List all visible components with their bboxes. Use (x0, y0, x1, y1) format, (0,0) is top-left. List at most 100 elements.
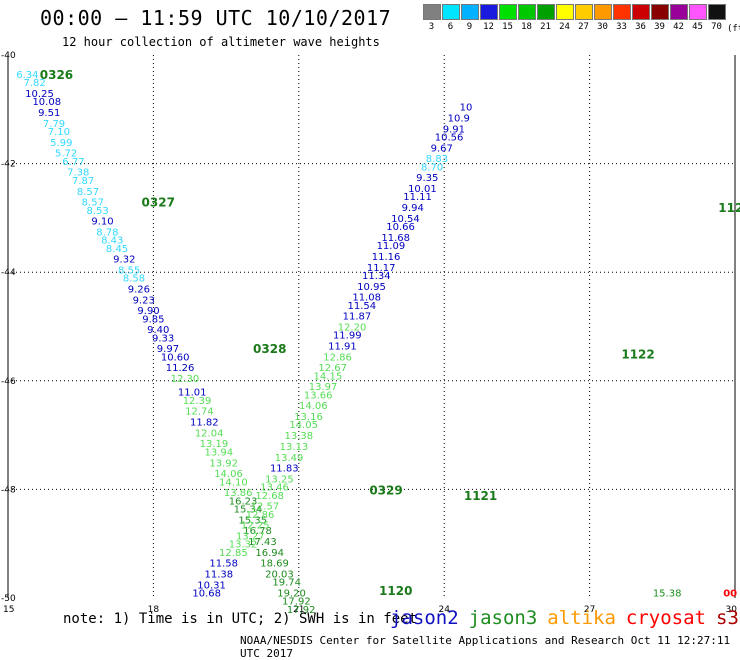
legend-swatch (479, 4, 498, 20)
legend-bin: 39 (650, 4, 669, 34)
wave-height-label: 12.68 (255, 491, 284, 502)
wave-height-label: 9.91 (443, 124, 465, 135)
legend-label: 39 (654, 22, 665, 32)
legend-swatch (688, 4, 707, 20)
lon-tick-label: 15 (3, 605, 14, 615)
lat-tick-label: -50 (1, 594, 16, 604)
lat-tick-label: -48 (1, 485, 16, 495)
wave-height-label: 12.57 (251, 502, 280, 513)
wave-height-label: 8.58 (123, 274, 145, 285)
wave-height-label: 14.06 (299, 401, 328, 412)
wave-height-label: 9.67 (431, 143, 453, 154)
legend-label: 36 (635, 22, 646, 32)
wave-height-label: 13.66 (304, 390, 333, 401)
legend-swatch (650, 4, 669, 20)
wave-height-label: 9.85 (142, 314, 164, 325)
wave-height-label: 13.19 (200, 439, 229, 450)
wave-height-label: 14.10 (219, 477, 248, 488)
legend-bin: 9 (460, 4, 479, 34)
wave-height-label: 7.79 (43, 119, 65, 130)
legend-swatch (574, 4, 593, 20)
page-subtitle: 12 hour collection of altimeter wave hei… (62, 35, 380, 49)
wave-height-label: 12.74 (185, 407, 214, 418)
legend-swatch (460, 4, 479, 20)
satellite-legend: jason2 jason3 altika cryosat s3a (390, 607, 740, 629)
legend-swatch (612, 4, 631, 20)
pass-time-label: 1122 (621, 348, 654, 362)
wave-height-label: 10.25 (25, 89, 54, 100)
wave-height-label: 10.54 (391, 214, 420, 225)
wave-height-label: 11.82 (190, 418, 219, 429)
wave-height-label: 5.99 (50, 138, 72, 149)
satellite-cryosat: cryosat (625, 607, 706, 629)
pass-time-label: 1120 (379, 584, 412, 598)
legend-swatch (555, 4, 574, 20)
wave-height-label: 00 (723, 589, 737, 600)
wave-height-label: 13.13 (280, 442, 309, 453)
pass-time-label: 0327 (142, 196, 175, 210)
wave-height-label: 9.90 (137, 306, 159, 317)
legend-bin: 27 (574, 4, 593, 34)
wave-height-label: 13.97 (309, 382, 338, 393)
wave-height-label: 16.23 (229, 496, 258, 507)
legend-bin: 21 (536, 4, 555, 34)
satellite-jason3: jason3 (468, 607, 538, 629)
legend-bin: 6 (441, 4, 460, 34)
wave-height-label: 17.43 (248, 537, 277, 548)
pass-time-label: 0329 (369, 483, 402, 497)
wave-height-label: 12.85 (219, 548, 248, 559)
wave-height-label: 11.17 (367, 263, 396, 274)
wave-height-label: 12.67 (318, 363, 347, 374)
wave-height-label: 12.30 (171, 374, 200, 385)
wave-height-label: 7.87 (72, 176, 94, 187)
lon-tick-label: 27 (584, 605, 595, 615)
wave-height-label: 14.05 (289, 420, 318, 431)
legend-label: 3 (428, 22, 435, 32)
wave-height-label: 6.34 (16, 70, 38, 81)
wave-height-label: 12.04 (195, 428, 224, 439)
wave-height-label: 11.68 (381, 233, 410, 244)
wave-height-label: 9.32 (113, 255, 135, 266)
legend-label: 12 (483, 22, 494, 32)
credit-line: NOAA/NESDIS Center for Satellite Applica… (240, 634, 731, 660)
wave-height-label: 17.92 (282, 597, 311, 608)
wave-height-label: 19.74 (272, 578, 301, 589)
legend-swatch (422, 4, 441, 20)
wave-height-label: 12.25 (241, 521, 270, 532)
legend-label: 18 (521, 22, 532, 32)
wave-height-label: 9.51 (38, 108, 60, 119)
wave-height-label: 10.66 (386, 222, 415, 233)
wave-height-label: 13.92 (209, 458, 238, 469)
lon-tick-label: 30 (726, 605, 738, 615)
legend-bin: 45 (688, 4, 707, 34)
wave-height-label: 13.27 (236, 532, 265, 543)
wave-height-label: 8.55 (118, 265, 140, 276)
wave-height-label: 8.53 (87, 206, 109, 217)
wave-height-label: 9.94 (402, 203, 424, 214)
wave-height-label: 7.10 (48, 127, 70, 138)
legend-bin: 36 (631, 4, 650, 34)
legend-bin: 12 (479, 4, 498, 34)
lat-tick-label: -44 (1, 268, 16, 278)
legend-label: 9 (466, 22, 473, 32)
legend-label: 70 (711, 22, 722, 32)
wave-height-label: 13.25 (265, 475, 294, 486)
wave-height-label: 15.38 (653, 589, 682, 600)
legend-bin: 15 (498, 4, 517, 34)
legend-bin: 18 (517, 4, 536, 34)
legend-label: 42 (673, 22, 684, 32)
wave-height-label: 15.35 (238, 515, 267, 526)
wave-height-label: 9.33 (152, 333, 174, 344)
wave-height-label: 15.34 (234, 504, 263, 515)
wave-height-label: 6.77 (62, 157, 84, 168)
wave-height-label: 11.58 (209, 559, 238, 570)
wave-height-label: 11.91 (328, 342, 357, 353)
legend-bin: 3 (422, 4, 441, 34)
wave-height-label: 10.68 (192, 589, 221, 600)
wave-height-label: 5.72 (55, 149, 77, 160)
pass-time-label: 1121 (464, 489, 497, 503)
legend-bin: 30 (593, 4, 612, 34)
wave-height-label: 10.01 (408, 184, 437, 195)
